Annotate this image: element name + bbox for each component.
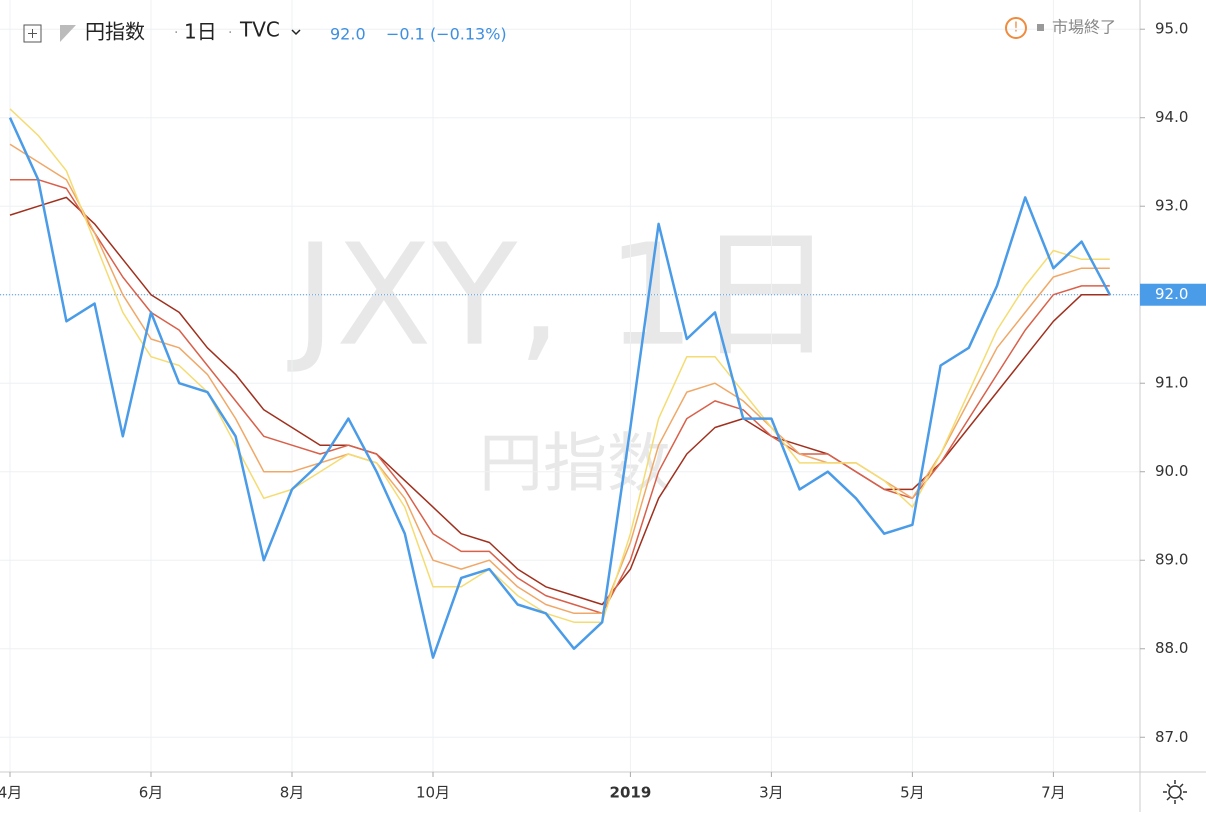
x-tick-label: 8月: [280, 784, 305, 802]
last-price-label: 92.0: [1155, 285, 1188, 303]
last-price-badge: [1140, 283, 1206, 306]
separator: ·: [174, 25, 178, 41]
settings-rays: [1163, 780, 1187, 804]
separator: ·: [228, 25, 232, 41]
add-icon[interactable]: [23, 24, 42, 43]
x-tick-label: 6月: [139, 784, 164, 802]
status-dot: [1037, 24, 1044, 31]
symbol[interactable]: 円指数: [85, 20, 145, 44]
y-tick-label: 87.0: [1155, 728, 1188, 746]
dropdown-icon[interactable]: [291, 29, 301, 36]
x-tick-label: 7月: [1041, 784, 1066, 802]
x-tick-label: 2019: [610, 784, 652, 802]
y-tick-label: 93.0: [1155, 197, 1188, 215]
market-status: 市場終了: [1052, 18, 1116, 37]
y-tick-label: 95.0: [1155, 20, 1188, 38]
y-tick-label: 94.0: [1155, 108, 1188, 126]
y-tick-label: 89.0: [1155, 551, 1188, 569]
x-tick-label: 5月: [900, 784, 925, 802]
watermark-title: JXY, 1日: [287, 215, 836, 378]
series-line: [9, 108, 1110, 623]
watermark-subtitle: 円指数: [479, 428, 671, 502]
flag-icon[interactable]: [60, 25, 76, 42]
alert-icon[interactable]: [1005, 17, 1027, 39]
series-line: [9, 143, 1110, 615]
x-tick-label: 3月: [759, 784, 784, 802]
interval[interactable]: 1日: [184, 20, 217, 44]
x-tick-label: 4月: [0, 784, 22, 802]
y-tick-label: 91.0: [1155, 374, 1188, 392]
exchange[interactable]: TVC: [239, 18, 280, 42]
add-icon-plus: [28, 29, 37, 38]
settings-icon[interactable]: [1168, 785, 1182, 799]
y-tick-label: 88.0: [1155, 639, 1188, 657]
alert-mark: !: [1013, 21, 1018, 36]
y-tick-label: 90.0: [1155, 462, 1188, 480]
x-tick-label: 10月: [416, 784, 450, 802]
last-price: 92.0: [330, 25, 366, 44]
series-line: [8, 117, 1111, 659]
price-change: −0.1 (−0.13%): [386, 25, 507, 44]
